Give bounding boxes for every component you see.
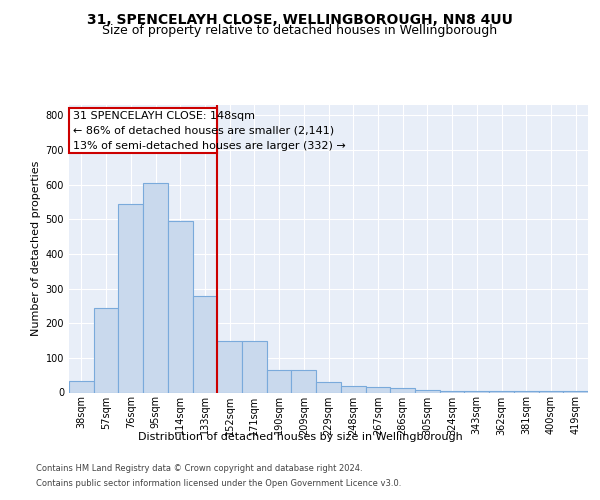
- Bar: [69, 381, 94, 392]
- Bar: [415, 390, 440, 392]
- Text: Contains public sector information licensed under the Open Government Licence v3: Contains public sector information licen…: [36, 479, 401, 488]
- Bar: [440, 391, 464, 392]
- Text: 31, SPENCELAYH CLOSE, WELLINGBOROUGH, NN8 4UU: 31, SPENCELAYH CLOSE, WELLINGBOROUGH, NN…: [87, 12, 513, 26]
- Bar: [143, 183, 168, 392]
- Bar: [316, 382, 341, 392]
- Text: Contains HM Land Registry data © Crown copyright and database right 2024.: Contains HM Land Registry data © Crown c…: [36, 464, 362, 473]
- Bar: [118, 204, 143, 392]
- Bar: [341, 386, 365, 392]
- Bar: [242, 341, 267, 392]
- Bar: [217, 341, 242, 392]
- Bar: [168, 221, 193, 392]
- Bar: [563, 391, 588, 392]
- Text: 31 SPENCELAYH CLOSE: 148sqm
← 86% of detached houses are smaller (2,141)
13% of : 31 SPENCELAYH CLOSE: 148sqm ← 86% of det…: [73, 111, 346, 151]
- Bar: [267, 370, 292, 392]
- Bar: [292, 370, 316, 392]
- Bar: [539, 391, 563, 392]
- Bar: [94, 308, 118, 392]
- Text: Distribution of detached houses by size in Wellingborough: Distribution of detached houses by size …: [137, 432, 463, 442]
- Bar: [365, 388, 390, 392]
- Bar: [464, 391, 489, 392]
- Y-axis label: Number of detached properties: Number of detached properties: [31, 161, 41, 336]
- Text: Size of property relative to detached houses in Wellingborough: Size of property relative to detached ho…: [103, 24, 497, 37]
- Bar: [489, 391, 514, 392]
- Bar: [193, 296, 217, 392]
- Bar: [390, 388, 415, 392]
- FancyBboxPatch shape: [69, 108, 217, 154]
